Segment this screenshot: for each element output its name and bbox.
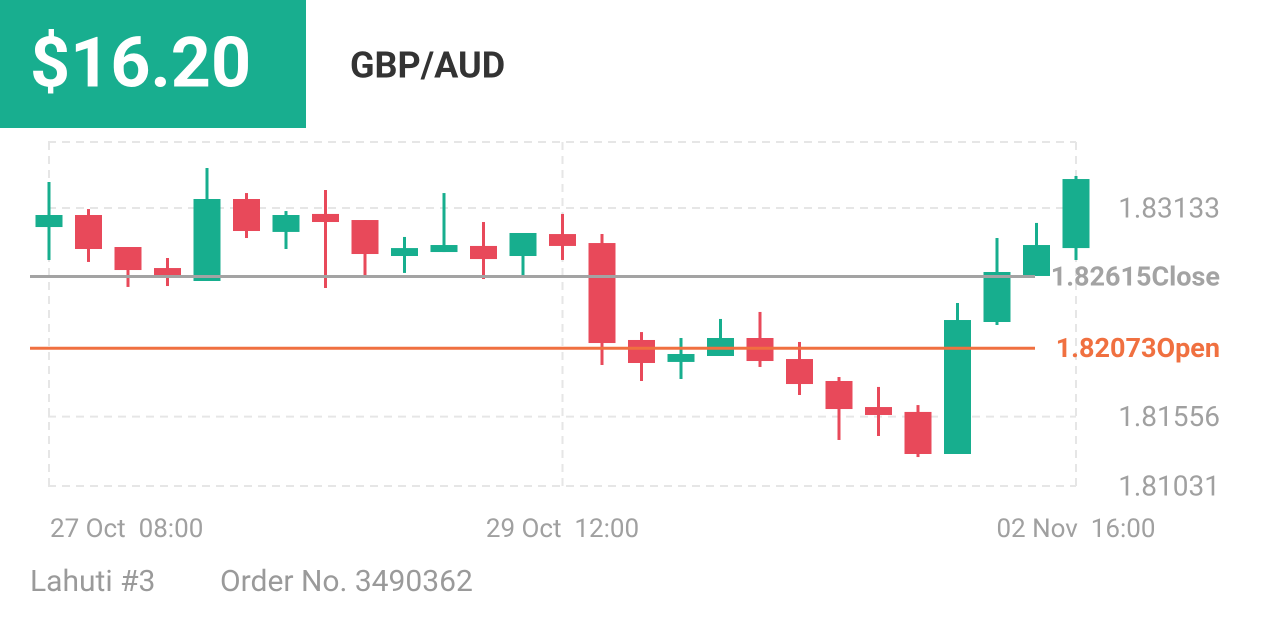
candle-body	[114, 247, 142, 271]
candle-body	[470, 245, 497, 260]
candle-body	[509, 232, 537, 257]
order-number: Order No. 3490362	[220, 564, 473, 599]
reference-value: 1.82615	[1051, 261, 1152, 293]
candle-body	[628, 339, 655, 364]
candle-body	[351, 220, 379, 255]
candle-body	[233, 199, 260, 232]
candle-body	[391, 248, 418, 257]
x-tick-label: 02 Nov 16:00	[996, 514, 1155, 544]
account: Lahuti #3	[30, 564, 155, 599]
candle-body	[75, 215, 102, 249]
y-tick-label: 1.81031	[1118, 469, 1220, 502]
price: $16.20	[30, 22, 251, 104]
candle-body	[825, 380, 853, 410]
reference-value: 1.82073	[1056, 332, 1157, 364]
candle-body	[588, 243, 616, 344]
x-tick-label: 27 Oct 08:00	[50, 514, 203, 544]
candle-body	[865, 407, 892, 415]
candle-body	[154, 268, 181, 276]
candle-body	[430, 245, 458, 253]
candle-body	[35, 215, 63, 228]
price-badge	[0, 0, 306, 128]
candle-body	[272, 215, 300, 232]
chart: 1.81031 1.81556 1.83133 27 Oct 08:00 29 Oct …	[30, 141, 1220, 544]
reference-name: Open	[1156, 332, 1220, 364]
pair: GBP/AUD	[350, 45, 505, 87]
candle-body	[1023, 245, 1050, 276]
reference-name: Close	[1151, 261, 1220, 293]
candle-body	[549, 234, 576, 246]
candle-body	[904, 411, 932, 454]
candle-body	[312, 213, 339, 223]
candle-body	[667, 354, 695, 362]
reference-label: 1.82615Close	[1051, 261, 1220, 293]
x-tick-label: 29 Oct 12:00	[486, 514, 639, 544]
candle-body	[983, 272, 1011, 323]
y-tick-label: 1.83133	[1118, 191, 1220, 224]
candle-body	[944, 320, 971, 454]
candle-body	[1062, 179, 1090, 249]
reference-label: 1.82073Open	[1056, 332, 1220, 364]
candle-body	[786, 359, 813, 385]
y-tick-label: 1.81556	[1118, 400, 1220, 433]
candle-body	[193, 199, 221, 282]
